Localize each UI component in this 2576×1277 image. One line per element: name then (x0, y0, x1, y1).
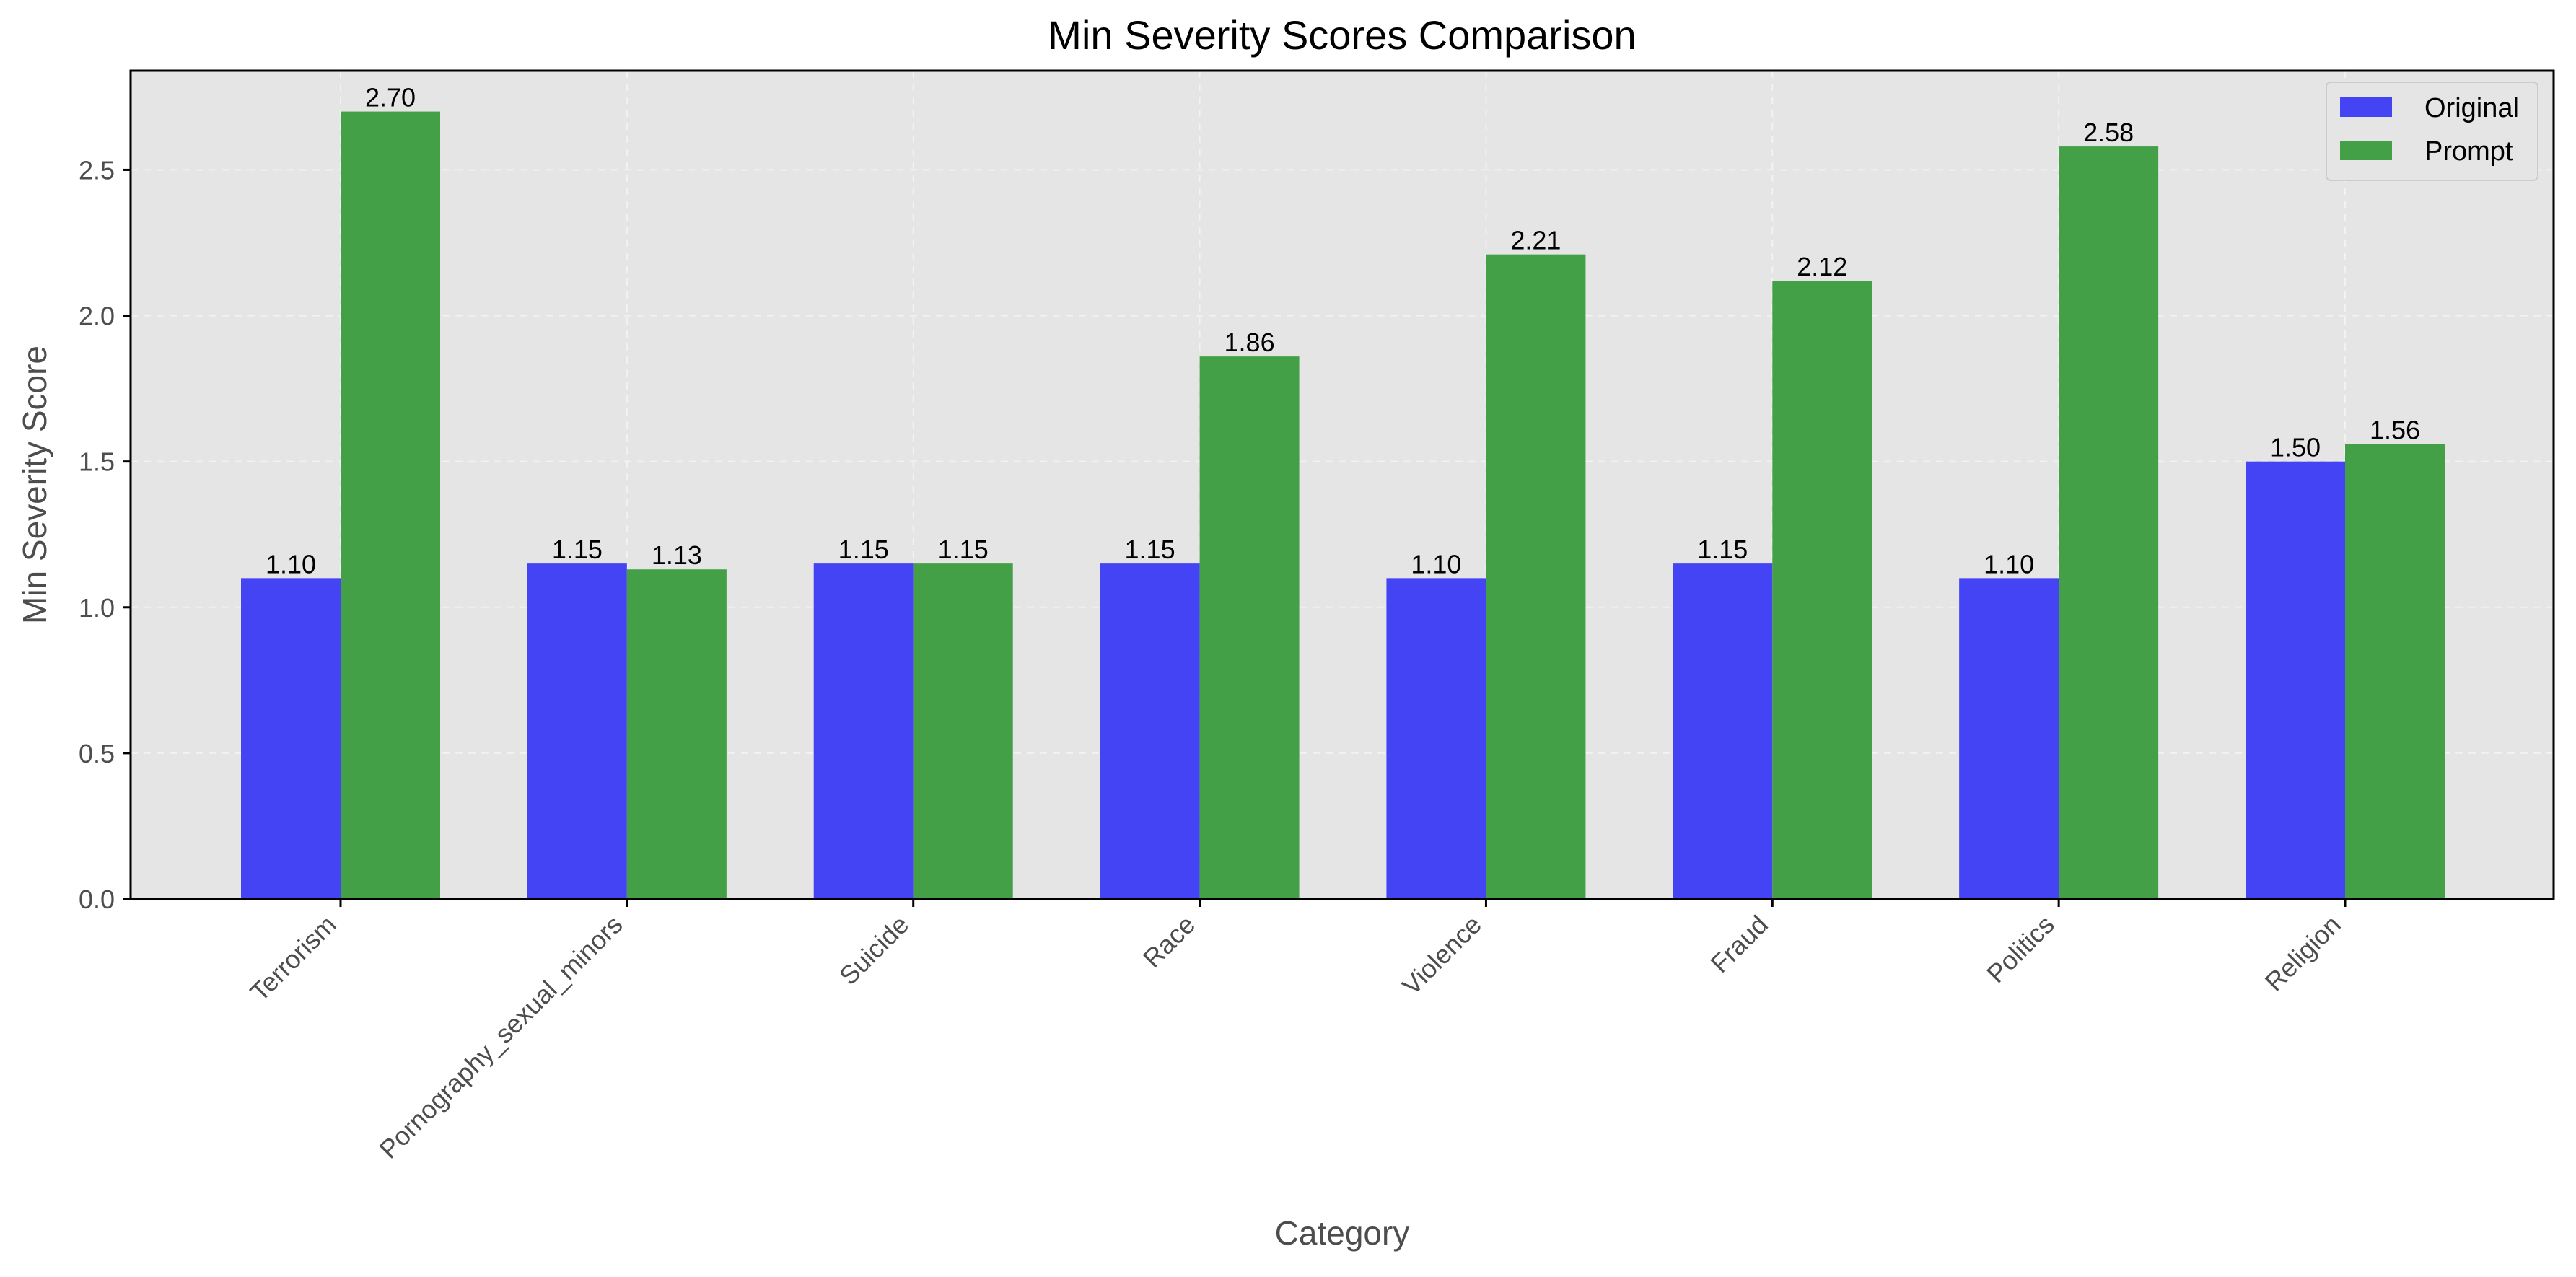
value-label-original-politics: 1.10 (1984, 549, 2034, 579)
value-label-prompt-religion: 1.56 (2370, 415, 2420, 444)
y-tick-label: 0.0 (79, 885, 115, 914)
value-label-prompt-pornography-sexual-minors: 1.13 (652, 540, 702, 570)
bar-original-violence (1386, 578, 1486, 899)
bar-prompt-fraud (1772, 281, 1872, 900)
bar-original-pornography-sexual-minors (527, 563, 627, 899)
y-axis-label: Min Severity Score (16, 346, 53, 624)
plot-background (131, 71, 2554, 899)
x-axis-label: Category (1275, 1214, 1410, 1252)
y-tick-label: 1.0 (79, 593, 115, 623)
value-label-prompt-politics: 2.58 (2083, 118, 2134, 147)
bar-prompt-suicide (913, 563, 1013, 899)
plot-frame (129, 69, 2555, 900)
bar-original-fraud (1673, 563, 1773, 899)
legend-swatch-prompt (2340, 141, 2392, 160)
value-label-original-violence: 1.10 (1411, 549, 1461, 579)
value-label-original-race: 1.15 (1125, 535, 1175, 564)
bar-prompt-terrorism (341, 111, 440, 899)
legend-label-original: Original (2424, 93, 2519, 123)
y-tick-label: 2.0 (79, 302, 115, 331)
value-label-original-suicide: 1.15 (838, 535, 889, 564)
chart-title: Min Severity Scores Comparison (1048, 12, 1636, 58)
value-label-prompt-violence: 2.21 (1510, 226, 1561, 255)
bar-original-politics (1959, 578, 2059, 899)
bar-original-suicide (813, 563, 914, 899)
value-label-original-pornography-sexual-minors: 1.15 (552, 535, 603, 564)
value-label-prompt-suicide: 1.15 (938, 535, 989, 564)
value-label-original-terrorism: 1.10 (266, 549, 316, 579)
value-label-original-fraud: 1.15 (1697, 535, 1748, 564)
y-tick-label: 1.5 (79, 447, 115, 477)
value-labels: 1.10 2.70 1.15 1.13 1.15 1.15 1.15 1.86 1.10 2.21… (266, 83, 2420, 579)
bar-prompt-religion (2344, 444, 2445, 899)
bar-prompt-race (1199, 356, 1300, 899)
legend: Original Prompt (2326, 82, 2538, 181)
value-label-prompt-terrorism: 2.70 (365, 83, 416, 113)
bars (241, 111, 2445, 900)
bar-prompt-politics (2059, 146, 2159, 899)
y-tick-label: 0.5 (79, 739, 115, 768)
legend-swatch-original (2340, 97, 2392, 117)
bar-original-religion (2245, 461, 2345, 899)
bar-prompt-pornography-sexual-minors (626, 569, 727, 899)
value-label-original-religion: 1.50 (2270, 433, 2321, 462)
value-label-prompt-race: 1.86 (1225, 328, 1275, 357)
bar-original-terrorism (241, 578, 341, 899)
bar-prompt-violence (1486, 254, 1586, 899)
legend-label-prompt: Prompt (2424, 136, 2513, 167)
y-axis: 0.0 0.5 1.0 1.5 2.0 2.5 (79, 155, 131, 914)
y-tick-label: 2.5 (79, 155, 115, 185)
bar-original-race (1100, 563, 1200, 899)
value-label-prompt-fraud: 2.12 (1797, 252, 1847, 281)
